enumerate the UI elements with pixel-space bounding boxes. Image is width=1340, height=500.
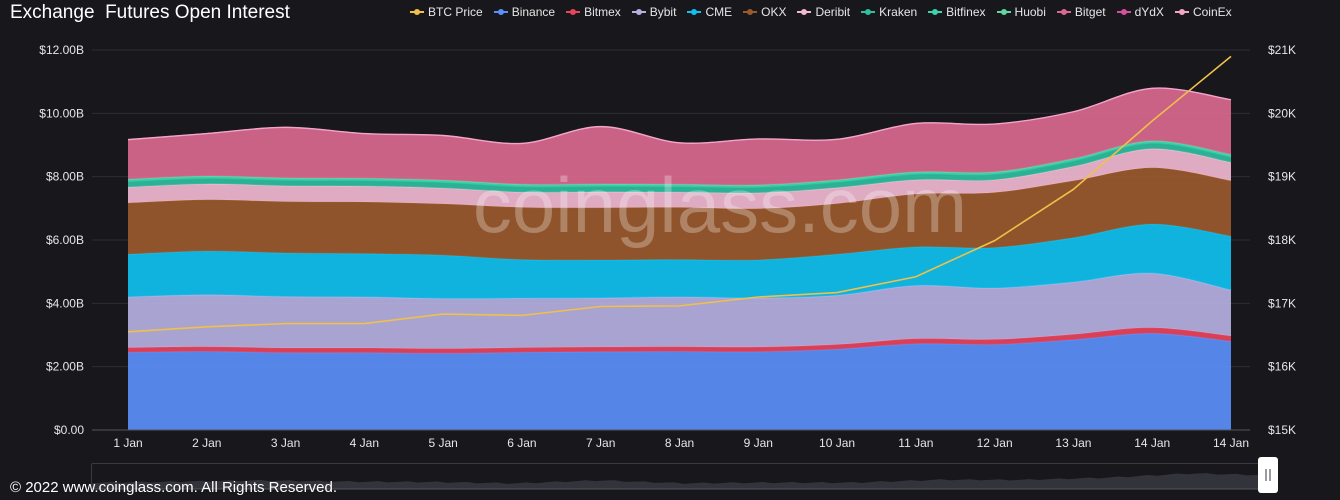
legend-item-deribit[interactable]: Deribit xyxy=(797,5,850,19)
x-tick-label: 14 Jan xyxy=(1134,436,1170,450)
legend-marker xyxy=(743,7,758,17)
copyright-footer: © 2022 www.coinglass.com. All Rights Res… xyxy=(10,479,338,496)
area-deribit xyxy=(128,148,1231,209)
legend-label: Kraken xyxy=(879,5,918,19)
legend-label: dYdX xyxy=(1134,5,1164,19)
legend-marker xyxy=(631,7,646,17)
stacked-areas xyxy=(127,87,1232,430)
area-cme xyxy=(128,224,1231,299)
x-tick-label: 12 Jan xyxy=(977,436,1013,450)
area-edge-coinex xyxy=(127,87,1232,145)
legend-item-dydx[interactable]: dYdX xyxy=(1116,5,1164,19)
y-right-tick-label: $17K xyxy=(1268,296,1296,310)
legend-label: Bitget xyxy=(1074,5,1106,19)
y-left-tick-label: $0.00 xyxy=(54,423,84,437)
legend-label: OKX xyxy=(761,5,787,19)
legend-marker xyxy=(1056,7,1071,17)
legend-marker xyxy=(861,7,876,17)
x-tick-label: 3 Jan xyxy=(271,436,300,450)
legend-item-coinex[interactable]: CoinEx xyxy=(1174,5,1232,19)
legend-item-okx[interactable]: OKX xyxy=(743,5,786,19)
legend-item-bybit[interactable]: Bybit xyxy=(631,5,677,19)
legend-marker xyxy=(797,7,812,17)
area-binance xyxy=(128,333,1231,430)
x-tick-label: 7 Jan xyxy=(586,436,615,450)
slider-right-handle[interactable] xyxy=(1258,457,1278,493)
legend-item-binance[interactable]: Binance xyxy=(493,5,556,19)
area-okx xyxy=(128,167,1231,261)
legend-marker xyxy=(410,7,424,17)
chart-title: Exchange Futures Open Interest xyxy=(10,2,290,23)
y-left-tick-label: $4.00B xyxy=(46,296,84,310)
legend-marker xyxy=(493,7,508,17)
x-tick-label: 10 Jan xyxy=(819,436,855,450)
x-tick-label: 2 Jan xyxy=(192,436,221,450)
legend-marker xyxy=(996,7,1011,17)
legend-label: Bitfinex xyxy=(946,5,986,19)
x-tick-label: 11 Jan xyxy=(898,436,933,450)
y-left-tick-label: $8.00B xyxy=(46,170,84,184)
legend-item-btc-price[interactable]: BTC Price xyxy=(410,5,483,19)
y-right-tick-label: $15K xyxy=(1268,423,1296,437)
y-left-tick-label: $10.00B xyxy=(39,106,84,120)
area-bitget xyxy=(128,88,1231,186)
watermark: coinglass.com xyxy=(473,161,967,249)
legend-item-huobi[interactable]: Huobi xyxy=(996,5,1046,19)
legend-label: Binance xyxy=(511,5,556,19)
legend-marker xyxy=(566,7,581,17)
legend-item-bitget[interactable]: Bitget xyxy=(1056,5,1106,19)
x-tick-label: 14 Jan xyxy=(1213,436,1249,450)
btc-price-line xyxy=(127,55,1232,333)
legend-item-bitfinex[interactable]: Bitfinex xyxy=(928,5,986,19)
grip-line xyxy=(1265,469,1267,481)
chart-legend: BTC Price Binance Bitmex Bybit CME OKX Deribit… xyxy=(410,4,1232,20)
y-right-tick-label: $21K xyxy=(1268,43,1296,57)
area-bitmex xyxy=(128,327,1231,354)
legend-item-bitmex[interactable]: Bitmex xyxy=(566,5,621,19)
legend-marker xyxy=(1174,7,1189,17)
x-tick-label: 1 Jan xyxy=(113,436,142,450)
y-left-tick-label: $6.00B xyxy=(46,233,84,247)
legend-item-kraken[interactable]: Kraken xyxy=(861,5,917,19)
legend-marker xyxy=(687,7,702,17)
y-left-tick-label: $2.00B xyxy=(46,360,84,374)
legend-label: CME xyxy=(705,5,733,19)
grip-line xyxy=(1269,469,1271,481)
y-right-tick-label: $19K xyxy=(1268,170,1296,184)
x-tick-label: 4 Jan xyxy=(350,436,379,450)
legend-label: Huobi xyxy=(1014,5,1046,19)
x-tick-label: 6 Jan xyxy=(507,436,536,450)
x-tick-label: 5 Jan xyxy=(428,436,457,450)
x-tick-label: 9 Jan xyxy=(744,436,773,450)
legend-label: CoinEx xyxy=(1192,5,1232,19)
legend-marker xyxy=(1116,7,1131,17)
legend-label: Bybit xyxy=(649,5,677,19)
legend-marker xyxy=(928,7,943,17)
x-tick-label: 13 Jan xyxy=(1055,436,1091,450)
legend-label: BTC Price xyxy=(428,5,483,19)
y-left-tick-label: $12.00B xyxy=(39,43,84,57)
legend-item-cme[interactable]: CME xyxy=(687,5,732,19)
y-right-tick-label: $16K xyxy=(1268,360,1296,374)
area-bybit xyxy=(128,273,1231,349)
y-right-tick-label: $20K xyxy=(1268,106,1296,120)
legend-label: Bitmex xyxy=(584,5,621,19)
slider-overview xyxy=(92,473,1276,490)
x-tick-label: 8 Jan xyxy=(665,436,694,450)
y-right-tick-label: $18K xyxy=(1268,233,1296,247)
legend-label: Deribit xyxy=(815,5,851,19)
